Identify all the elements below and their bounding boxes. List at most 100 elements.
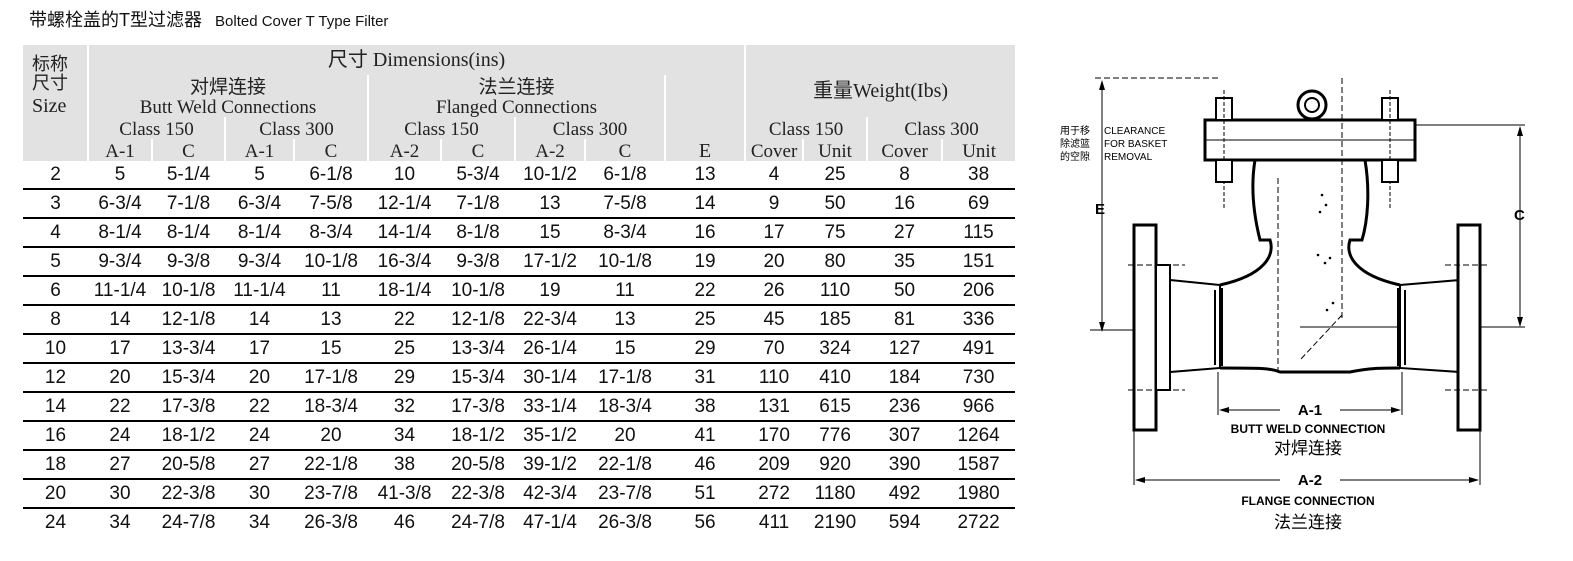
table-cell: 5 [23,247,88,277]
table-cell: 13 [665,161,746,190]
table-cell: 24 [88,421,152,451]
butt-weld-en-label: BUTT WELD CONNECTION [1231,422,1386,436]
table-cell: 8-1/8 [441,218,515,248]
table-cell: 8 [867,161,943,190]
table-cell: 14 [665,189,746,219]
table-cell: 184 [867,363,943,393]
butt-weld-en-header: Butt Weld Connections [88,97,369,117]
dimensions-header: 尺寸 Dimensions(ins) [88,45,747,75]
table-cell: 8-1/4 [152,218,225,248]
table-cell: 131 [745,392,804,422]
table-row: 16 24 18-1/2 24 20 34 18-1/2 35-1/2 20 41 170 776 30… [23,421,1016,451]
table-cell: 80 [803,247,868,277]
table-cell: 13-3/4 [152,334,225,364]
table-cell: 22 [88,392,152,422]
col-unit: Unit [803,139,869,161]
table-cell: 13 [515,189,585,219]
table-cell: 410 [803,363,868,393]
table-cell: 10 [23,334,88,364]
flange-zh-label: 法兰连接 [1274,513,1342,532]
table-cell: 20-5/8 [152,450,225,480]
table-cell: 46 [393,511,416,533]
table-cell: 7-5/8 [585,189,665,219]
table-cell: 9-3/8 [152,247,225,277]
table-cell: 20 [585,421,665,451]
title-zh: 带螺栓盖的T型过滤器 [29,10,202,30]
weight-class300-header: Class 300 [867,117,1016,139]
table-cell: 17 [745,218,804,248]
table-cell: 115 [942,218,1016,248]
table-cell: 336 [942,305,1016,335]
table-cell: 29 [368,363,441,393]
table-row: 18 27 20-5/8 27 22-1/8 38 20-5/8 39-1/2 22-1/8 46… [23,450,1016,480]
table-cell: 127 [867,334,943,364]
table-cell: 20-5/8 [441,450,515,480]
table-cell: 1980 [942,479,1016,509]
table-cell: 26-3/8 [598,511,652,533]
table-cell: 18-1/4 [368,276,441,306]
weight-header: 重量Weight(Ibs) [745,45,1016,117]
table-cell: 491 [942,334,1016,364]
table-row: 8 14 12-1/8 14 13 22 12-1/8 22-3/4 13 25 45 185 81 33… [23,305,1016,335]
table-cell: 42-3/4 [515,479,585,509]
table-cell: 17-1/8 [294,363,368,393]
table-cell: 236 [867,392,943,422]
table-cell: 38 [942,161,1016,190]
table-cell: 26-1/4 [515,334,585,364]
table-cell: 5-1/4 [152,161,225,190]
page-title: 带螺栓盖的T型过滤器 Bolted Cover T Type Filter [29,6,388,32]
table-cell: 14 [23,392,88,422]
flanged-zh-header: 法兰连接 [368,75,666,97]
table-cell: 5 [225,161,294,190]
table-cell: 20 [294,421,368,451]
title-en: Bolted Cover T Type Filter [215,13,389,30]
table-cell: 20 [225,363,294,393]
col-a2: A-2 [515,139,586,161]
clearance-zh-label: 用于移 [1060,124,1090,137]
table-cell: 594 [888,511,921,533]
table-cell: 22-1/8 [294,450,368,480]
class150-header: Class 150 [368,117,516,139]
col-cover: Cover [745,139,805,161]
filter-diagram: 用于移 除滤篮 的空隙 CLEARANCE FOR BASKET REMOVAL… [1060,77,1525,532]
table-cell: 31 [665,363,746,393]
table-cell: 50 [803,189,868,219]
table-cell: 34 [368,421,441,451]
table-cell: 22-3/8 [152,479,225,509]
col-a1: A-1 [88,139,153,161]
table-row: 12 20 15-3/4 20 17-1/8 29 15-3/4 30-1/4 17-1/8 31… [23,363,1016,393]
table-cell: 10-1/8 [441,276,515,306]
col-c: C [441,139,516,161]
table-cell: 8-3/4 [585,218,665,248]
table-cell: 41 [665,421,746,451]
c-label: C [1514,207,1525,224]
table-cell: 2 [23,161,88,190]
table-row: 14 22 17-3/8 22 18-3/4 32 17-3/8 33-1/4 18-3/4 38… [23,392,1016,422]
class300-header: Class 300 [515,117,666,139]
table-row: 3 6-3/4 7-1/8 6-3/4 7-5/8 12-1/4 7-1/8 13 7-5/8 1… [23,189,1016,219]
table-cell: 8-1/4 [88,218,152,248]
clearance-en-label: CLEARANCE [1104,126,1165,137]
table-cell: 492 [867,479,943,509]
table-row: 2 5 5-1/4 5 6-1/8 10 5-3/4 10-1/2 6-1/8 13 4 25 8 38 [23,161,1016,190]
table-cell: 29 [665,334,746,364]
a2-label: A-2 [1298,472,1322,489]
table-cell: 6-3/4 [225,189,294,219]
table-cell: 16 [867,189,943,219]
col-a1: A-1 [225,139,295,161]
table-cell: 110 [803,276,868,306]
table-cell: 27 [225,450,294,480]
flanged-en-header: Flanged Connections [368,97,666,117]
table-cell: 1264 [942,421,1016,451]
table-cell: 22-3/8 [441,479,515,509]
table-cell: 18 [23,450,88,480]
table-cell: 17-3/8 [152,392,225,422]
table-cell: 18-1/2 [152,421,225,451]
table-cell: 46 [665,450,746,480]
table-cell: 23-7/8 [294,479,368,509]
size-header-line: 尺寸 [32,72,68,93]
table-cell: 19 [665,247,746,277]
table-row: 10 17 13-3/4 17 15 25 13-3/4 26-1/4 15 29 70 324 127… [23,334,1016,364]
table-cell: 22-1/8 [585,450,665,480]
table-cell: 18-1/2 [441,421,515,451]
